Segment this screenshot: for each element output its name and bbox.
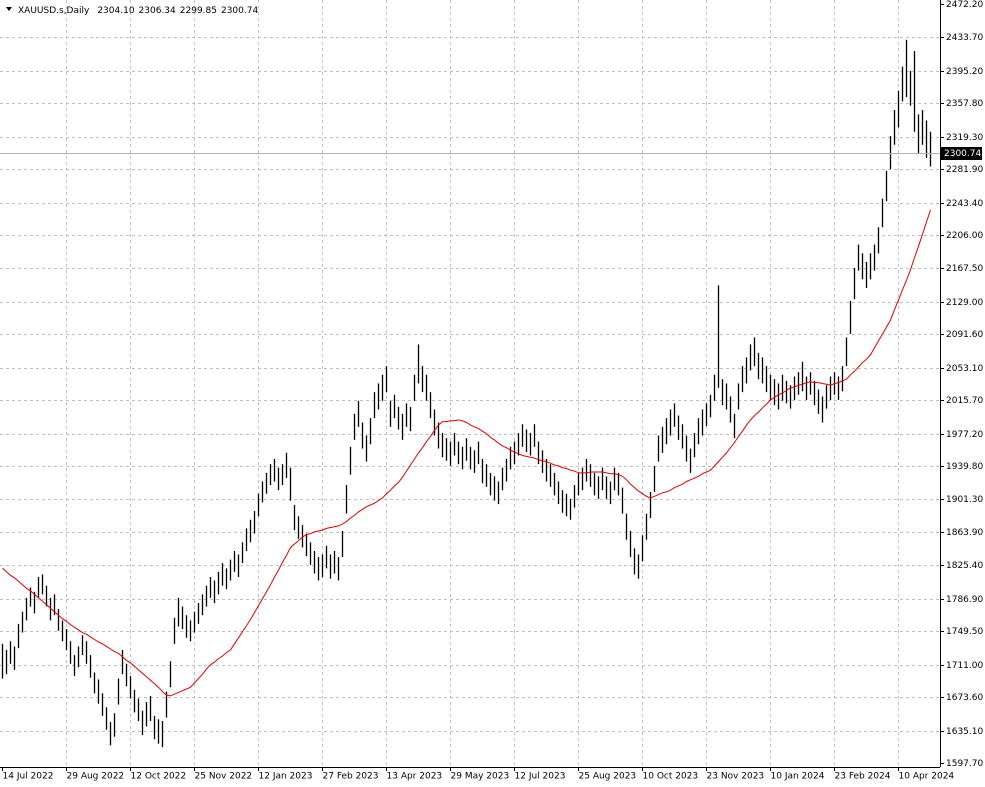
y-tick-label: 1939.80 xyxy=(946,462,983,472)
x-tick-label: 27 Feb 2023 xyxy=(323,772,379,782)
x-tick-label: 14 Jul 2022 xyxy=(3,772,54,782)
header-price: 2299.85 xyxy=(180,6,217,16)
y-tick-label: 2319.30 xyxy=(946,133,983,143)
y-tick-label: 1673.60 xyxy=(946,693,983,703)
x-tick-label: 13 Apr 2023 xyxy=(387,772,443,782)
x-tick-label: 25 Nov 2022 xyxy=(195,772,253,782)
y-tick-label: 1786.90 xyxy=(946,595,983,605)
y-tick-label: 2357.80 xyxy=(946,99,983,109)
last-price-label: 2300.74 xyxy=(944,149,981,159)
header-price: 2304.10 xyxy=(97,6,134,16)
y-tick-label: 2015.70 xyxy=(946,396,983,406)
y-tick-label: 2433.70 xyxy=(946,33,983,43)
y-tick-label: 1635.10 xyxy=(946,727,983,737)
x-tick-label: 23 Nov 2023 xyxy=(707,772,765,782)
x-tick-label: 12 Jan 2023 xyxy=(259,772,313,782)
marks xyxy=(0,39,940,748)
x-tick-label: 10 Oct 2023 xyxy=(643,772,699,782)
y-tick-label: 2281.90 xyxy=(946,165,983,175)
y-tick-label: 1711.00 xyxy=(946,661,983,671)
moving-average xyxy=(2,209,931,697)
x-tick-label: 23 Feb 2024 xyxy=(835,772,891,782)
y-tick-label: 2053.10 xyxy=(946,364,983,374)
y-tick-label: 2395.20 xyxy=(946,67,983,77)
x-tick-label: 25 Aug 2023 xyxy=(579,772,637,782)
x-tick-label: 12 Jul 2023 xyxy=(515,772,566,782)
x-tick-label: 12 Oct 2022 xyxy=(131,772,187,782)
y-tick-label: 1863.90 xyxy=(946,528,983,538)
x-tick-label: 29 Aug 2022 xyxy=(67,772,125,782)
y-tick-label: 1597.70 xyxy=(946,759,983,769)
y-tick-label: 2243.40 xyxy=(946,199,983,209)
last-price-tag xyxy=(941,147,982,160)
header-price: 2306.34 xyxy=(139,6,176,16)
y-tick-label: 1749.50 xyxy=(946,627,983,637)
grid xyxy=(0,0,940,767)
x-tick-label: 29 May 2023 xyxy=(451,772,510,782)
menu-arrow[interactable] xyxy=(6,7,12,11)
y-tick-label: 1977.20 xyxy=(946,430,983,440)
y-tick-label: 2167.50 xyxy=(946,264,983,274)
x-tick-label: 10 Jan 2024 xyxy=(771,772,825,782)
y-tick-label: 2206.00 xyxy=(946,231,983,241)
y-tick-label: 1901.30 xyxy=(946,495,983,505)
y-tick-label: 2091.60 xyxy=(946,330,983,340)
y-tick-label: 2129.00 xyxy=(946,298,983,308)
header-price: 2300.74 xyxy=(221,6,258,16)
symbol: XAUUSD.s,Daily xyxy=(18,6,90,16)
y-tick-label: 2472.20 xyxy=(946,0,983,10)
y-tick-label: 1825.40 xyxy=(946,561,983,571)
x-tick-label: 10 Apr 2024 xyxy=(899,772,955,782)
chart-header: XAUUSD.s,Daily 2304.10 2306.34 2299.85 2300.… xyxy=(18,6,258,16)
